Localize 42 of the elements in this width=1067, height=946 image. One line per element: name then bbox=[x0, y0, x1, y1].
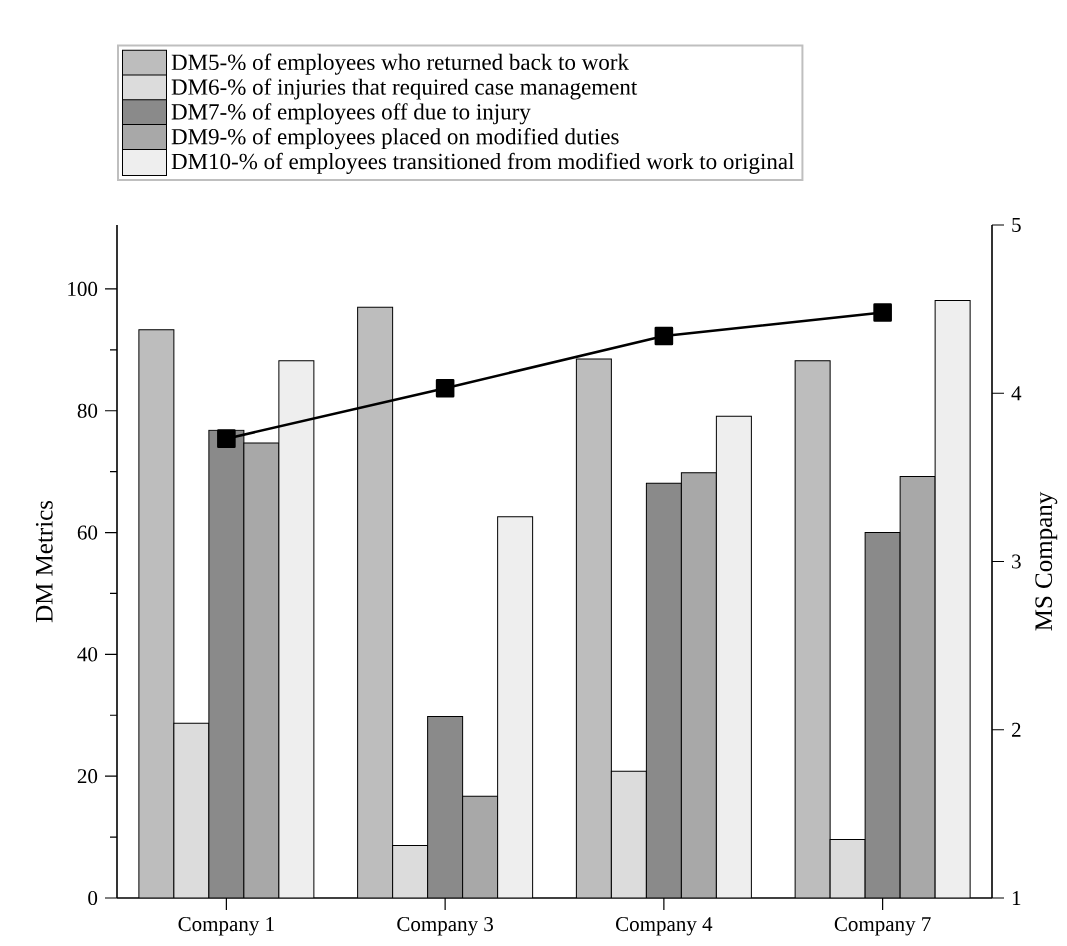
legend-label: DM10-% of employees transitioned from modified work to original bbox=[171, 152, 795, 174]
y2-tick-label: 2 bbox=[1011, 722, 1021, 737]
bar bbox=[680, 472, 717, 898]
bar bbox=[427, 715, 464, 898]
bar bbox=[357, 306, 394, 898]
y-tick-label: 60 bbox=[77, 525, 98, 540]
legend-label: DM6-% of injuries that required case management bbox=[171, 78, 638, 100]
x-tick-label: Company 1 bbox=[178, 917, 274, 936]
x-tick-label: Company 4 bbox=[616, 917, 713, 936]
bar bbox=[462, 795, 499, 898]
point bbox=[435, 378, 455, 398]
bar bbox=[899, 476, 936, 898]
bar bbox=[243, 442, 280, 898]
bar bbox=[208, 429, 245, 898]
bar bbox=[864, 532, 901, 898]
y-axis-title: DM Metrics bbox=[35, 500, 53, 623]
bar bbox=[575, 358, 612, 898]
x-tick-label: Company 7 bbox=[834, 917, 931, 936]
legend-label: DM7-% of employees off due to injury bbox=[171, 103, 531, 125]
bar bbox=[138, 329, 175, 898]
y2-axis-title: MS Company bbox=[1035, 491, 1058, 631]
point bbox=[654, 326, 674, 346]
point bbox=[217, 429, 236, 448]
bar bbox=[610, 770, 647, 898]
legend-label: DM9-% of employees placed on modified duties bbox=[171, 128, 619, 150]
y-tick-label: 80 bbox=[77, 403, 98, 418]
bar bbox=[829, 839, 866, 898]
y-tick-label: 40 bbox=[77, 647, 98, 662]
bar bbox=[645, 482, 682, 898]
legend-label: DM5-% of employees who returned back to work bbox=[171, 53, 629, 75]
y2-tick-label: 5 bbox=[1012, 218, 1021, 232]
bar bbox=[173, 722, 210, 898]
point bbox=[873, 303, 892, 322]
y2-tick-label: 1 bbox=[1012, 891, 1021, 905]
y-tick-label: 20 bbox=[77, 769, 98, 784]
y-tick-label: 100 bbox=[68, 281, 98, 297]
y-tick-label: 0 bbox=[88, 890, 98, 906]
bar bbox=[794, 360, 831, 898]
y2-tick-label: 3 bbox=[1012, 554, 1021, 569]
y2-tick-label: 4 bbox=[1011, 386, 1022, 401]
bar bbox=[392, 845, 429, 898]
x-tick-label: Company 3 bbox=[397, 917, 493, 936]
